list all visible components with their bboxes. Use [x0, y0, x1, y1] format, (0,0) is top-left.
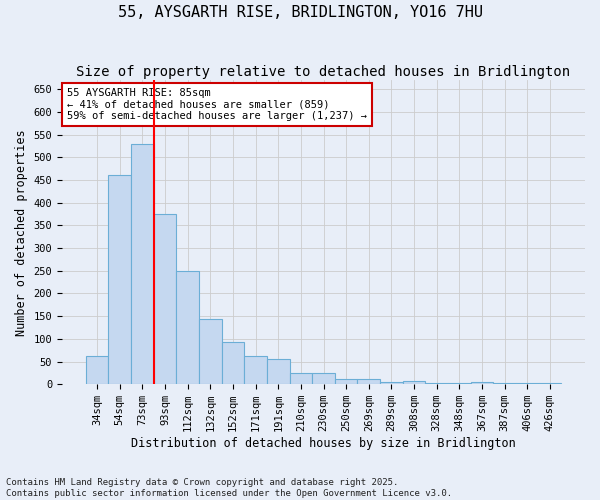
Bar: [493, 383, 516, 384]
Bar: [290, 373, 312, 384]
Text: Contains HM Land Registry data © Crown copyright and database right 2025.
Contai: Contains HM Land Registry data © Crown c…: [6, 478, 452, 498]
Text: 55, AYSGARTH RISE, BRIDLINGTON, YO16 7HU: 55, AYSGARTH RISE, BRIDLINGTON, YO16 7HU: [118, 5, 482, 20]
Bar: [109, 174, 131, 384]
Bar: [516, 383, 539, 384]
Bar: [470, 382, 493, 384]
Bar: [358, 379, 380, 384]
Bar: [176, 271, 199, 384]
Bar: [312, 373, 335, 384]
Bar: [267, 360, 290, 384]
Bar: [131, 144, 154, 384]
Text: 55 AYSGARTH RISE: 85sqm
← 41% of detached houses are smaller (859)
59% of semi-d: 55 AYSGARTH RISE: 85sqm ← 41% of detache…: [67, 88, 367, 121]
Bar: [154, 214, 176, 384]
Bar: [425, 383, 448, 384]
X-axis label: Distribution of detached houses by size in Bridlington: Distribution of detached houses by size …: [131, 437, 516, 450]
Title: Size of property relative to detached houses in Bridlington: Size of property relative to detached ho…: [76, 65, 571, 79]
Bar: [221, 342, 244, 384]
Bar: [244, 356, 267, 384]
Y-axis label: Number of detached properties: Number of detached properties: [15, 129, 28, 336]
Bar: [335, 379, 358, 384]
Bar: [199, 320, 221, 384]
Bar: [448, 383, 470, 384]
Bar: [403, 380, 425, 384]
Bar: [86, 356, 109, 384]
Bar: [380, 382, 403, 384]
